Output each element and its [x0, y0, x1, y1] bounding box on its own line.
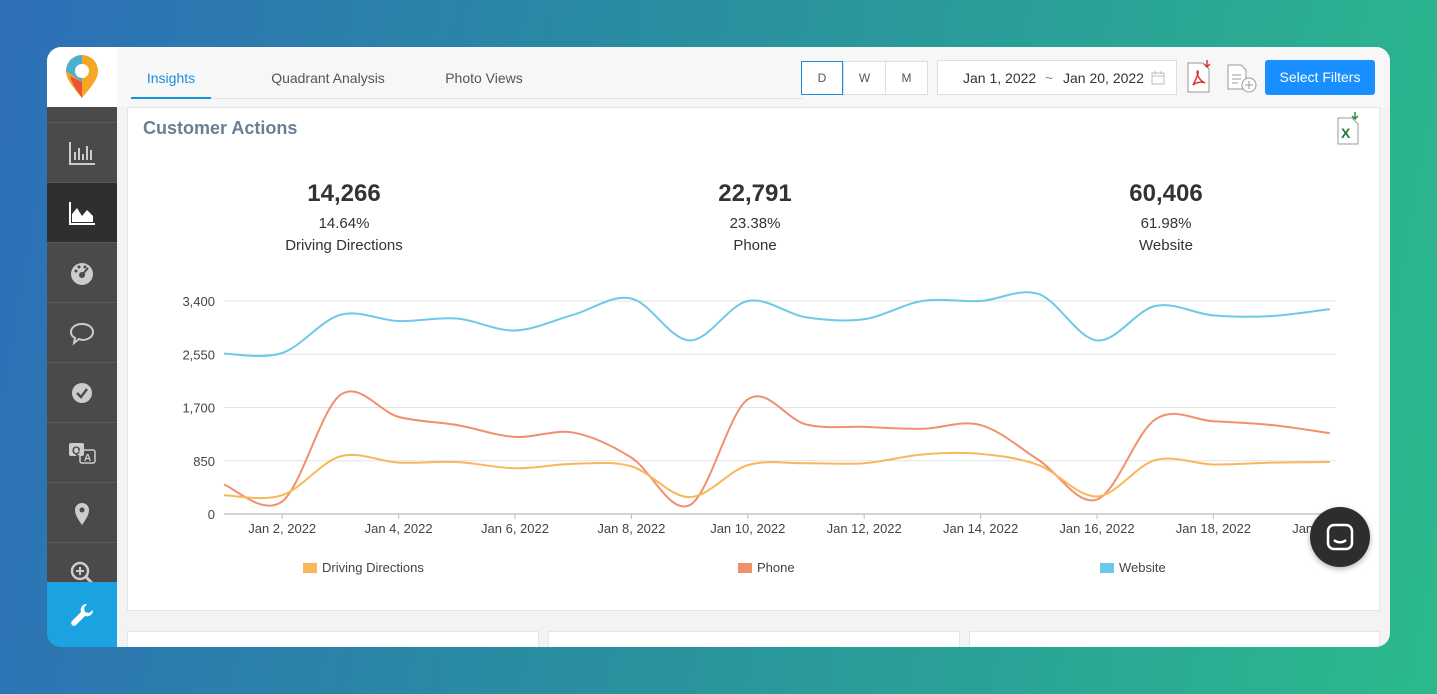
excel-export-icon[interactable]: X — [1335, 112, 1361, 146]
calendar-icon — [1151, 71, 1165, 85]
x-tick-label: Jan 14, 2022 — [943, 521, 1018, 536]
svg-text:X: X — [1341, 125, 1351, 141]
sidebar-item-reports[interactable] — [47, 122, 117, 182]
y-tick-label: 2,550 — [182, 347, 215, 362]
sidebar-item-dashboard[interactable] — [47, 242, 117, 302]
stat-percent: 14.64% — [318, 215, 370, 232]
app-logo[interactable] — [47, 47, 117, 107]
card-title: Customer Actions — [143, 118, 298, 138]
sidebar-item-reviews[interactable] — [47, 302, 117, 362]
tab-quadrant-analysis[interactable]: Quadrant Analysis — [271, 70, 385, 86]
tab-photo-views[interactable]: Photo Views — [445, 70, 523, 86]
legend-item-phone[interactable]: Phone — [738, 560, 795, 575]
wrench-icon — [71, 603, 94, 626]
chat-launcher-button[interactable] — [1310, 507, 1370, 567]
stat-value: 14,266 — [307, 180, 381, 207]
svg-text:A: A — [84, 453, 91, 464]
stat-value: 60,406 — [1129, 180, 1203, 207]
x-tick-label: Jan 12, 2022 — [827, 521, 902, 536]
chat-icon — [1326, 523, 1354, 551]
date-start: Jan 1, 2022 — [963, 70, 1037, 86]
period-month-button[interactable]: M — [885, 62, 927, 94]
dashboard-gauge-icon — [71, 262, 93, 285]
legend-swatch — [1100, 562, 1114, 573]
qa-icon: QA — [69, 442, 96, 464]
stat-driving-directions: 14,266 14.64% Driving Directions — [214, 180, 474, 254]
area-chart-icon — [69, 201, 95, 225]
series-line-website[interactable] — [223, 291, 1330, 358]
period-selector: D W M — [801, 61, 928, 95]
x-tick-label: Jan 2, 2022 — [248, 521, 316, 536]
legend-label: Driving Directions — [322, 560, 424, 575]
stat-percent: 61.98% — [1140, 215, 1192, 232]
bottom-card — [548, 631, 960, 647]
sidebar-item-tasks[interactable] — [47, 362, 117, 422]
x-tick-label: Jan 8, 2022 — [597, 521, 665, 536]
bar-chart-icon — [69, 141, 95, 165]
stat-label: Driving Directions — [285, 237, 403, 254]
export-pdf-button[interactable] — [1185, 59, 1215, 95]
date-separator: ~ — [1045, 70, 1054, 86]
date-range-picker[interactable]: Jan 1, 2022 ~ Jan 20, 2022 — [937, 60, 1177, 95]
stat-phone: 22,791 23.38% Phone — [625, 180, 885, 254]
select-filters-button[interactable]: Select Filters — [1265, 60, 1375, 95]
legend-label: Website — [1119, 560, 1166, 575]
legend-swatch — [738, 562, 752, 573]
svg-text:Q: Q — [72, 445, 81, 457]
stat-label: Phone — [733, 237, 777, 254]
top-bar: Insights Quadrant Analysis Photo Views D… — [117, 47, 1390, 107]
customer-actions-card: Customer Actions X 14,266 14.64% Driving… — [127, 107, 1380, 611]
x-tick-label: Jan 4, 2022 — [365, 521, 433, 536]
tab-insights[interactable]: Insights — [131, 61, 211, 99]
legend-item-driving-directions[interactable]: Driving Directions — [303, 560, 424, 575]
x-tick-label: Jan 18, 2022 — [1176, 521, 1251, 536]
customer-actions-line-chart: 0 850 1,700 2,550 3,400 Jan 2, 2022 Jan 4, 202… — [182, 291, 1367, 536]
location-pin-icon — [75, 502, 89, 525]
legend-label: Phone — [757, 560, 795, 575]
check-circle-icon — [72, 382, 92, 403]
bottom-card — [969, 631, 1380, 647]
legend-swatch — [303, 562, 317, 573]
logo-pin-icon — [66, 55, 98, 98]
series-line-phone[interactable] — [223, 390, 1330, 508]
stat-percent: 23.38% — [729, 215, 781, 232]
series-line-driving-directions[interactable] — [223, 451, 1330, 500]
x-tick-label: Jan 10, 2022 — [710, 521, 785, 536]
legend-item-website[interactable]: Website — [1100, 560, 1166, 575]
stat-value: 22,791 — [718, 180, 792, 207]
add-document-icon — [1227, 64, 1257, 93]
add-report-button[interactable] — [1225, 59, 1257, 95]
y-tick-label: 1,700 — [182, 401, 215, 416]
tab-bar: Insights Quadrant Analysis Photo Views — [131, 61, 803, 99]
stat-label: Website — [1139, 237, 1193, 254]
sidebar-item-locations[interactable] — [47, 482, 117, 542]
chat-bubble-icon — [69, 322, 95, 345]
y-tick-label: 0 — [208, 507, 215, 522]
sidebar-item-tools[interactable] — [47, 582, 117, 647]
y-tick-label: 3,400 — [182, 294, 215, 309]
stat-website: 60,406 61.98% Website — [1036, 180, 1296, 254]
period-week-button[interactable]: W — [843, 62, 885, 94]
y-tick-label: 850 — [193, 454, 215, 469]
x-tick-label: Jan 6, 2022 — [481, 521, 549, 536]
x-tick-label: Jan 16, 2022 — [1059, 521, 1134, 536]
bottom-card — [127, 631, 539, 647]
pdf-icon — [1187, 60, 1211, 93]
sidebar-item-insights[interactable] — [47, 182, 117, 242]
date-end: Jan 20, 2022 — [1063, 70, 1144, 86]
period-day-button[interactable]: D — [801, 61, 843, 95]
